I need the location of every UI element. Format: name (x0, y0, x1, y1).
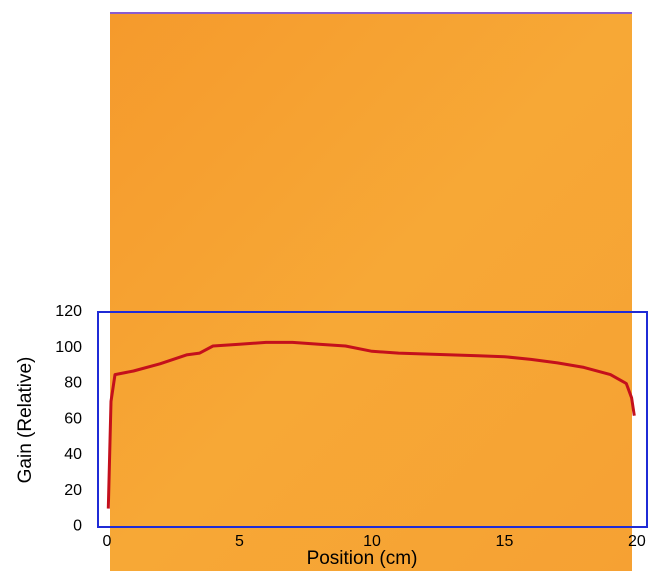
detector-image (110, 12, 632, 571)
x-tick-label: 5 (235, 533, 244, 550)
plot-frame (97, 311, 648, 528)
y-tick-label: 100 (55, 339, 82, 356)
x-axis-label: Position (cm) (307, 548, 418, 569)
y-tick-label: 80 (64, 375, 82, 392)
x-tick-label: 0 (103, 533, 112, 550)
y-tick-label: 0 (73, 518, 82, 535)
x-tick-label: 10 (363, 533, 381, 550)
y-tick-label: 120 (55, 303, 82, 320)
x-tick-label: 15 (496, 533, 514, 550)
x-tick-label: 20 (628, 533, 646, 550)
y-axis-label: Gain (Relative) (15, 357, 36, 484)
y-tick-label: 20 (64, 482, 82, 499)
y-tick-label: 40 (64, 446, 82, 463)
y-tick-label: 60 (64, 410, 82, 427)
gain-line (106, 340, 636, 509)
